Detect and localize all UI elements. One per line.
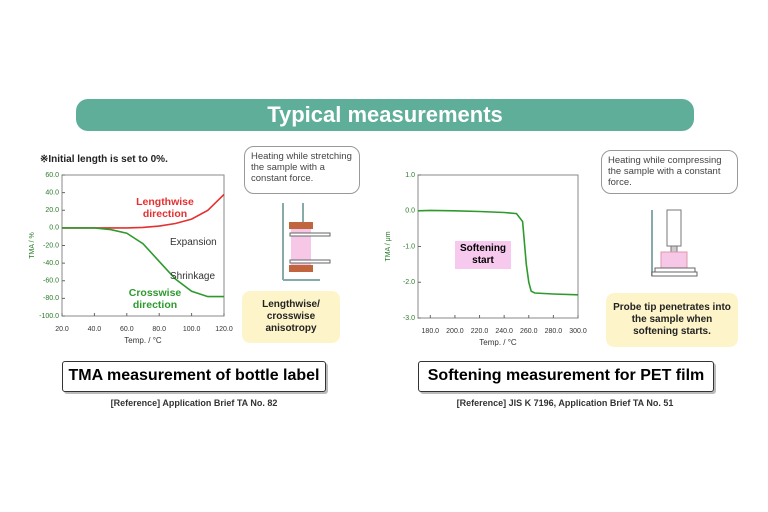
y-tick-label: -60.0 (43, 278, 59, 285)
x-tick-label: 20.0 (55, 326, 69, 333)
x-tick-label: 100.0 (183, 326, 201, 333)
series-line (417, 209, 579, 296)
y-tick-label: -3.0 (403, 315, 415, 322)
annotation: Expansion (170, 237, 217, 248)
x-tick-label: 120.0 (215, 326, 233, 333)
annotation: Softening start (455, 241, 511, 269)
y-tick-label: 1.0 (405, 172, 415, 179)
x-tick-label: 200.0 (446, 328, 464, 335)
banner: Softening measurement for PET film (418, 361, 714, 392)
reference: [Reference] Application Brief TA No. 82 (110, 398, 278, 408)
x-tick-label: 180.0 (422, 328, 440, 335)
callout: Heating while compressing the sample wit… (601, 150, 738, 194)
x-tick-label: 300.0 (569, 328, 587, 335)
x-tick-label: 80.0 (152, 326, 166, 333)
banner: TMA measurement of bottle label (62, 361, 326, 392)
series-label: Crosswise direction (128, 287, 182, 311)
series-line (62, 227, 224, 298)
highlight-box: Lengthwise/ crosswise anisotropy (242, 291, 340, 343)
y-tick-label: -1.0 (403, 243, 415, 250)
tension-fixture (282, 203, 331, 281)
callout: Heating while stretching the sample with… (244, 146, 360, 194)
note: ※Initial length is set to 0%. (40, 154, 168, 165)
y-tick-label: -20.0 (43, 242, 59, 249)
y-tick-label: 0.0 (405, 208, 415, 215)
y-tick-label: -80.0 (43, 295, 59, 302)
x-tick-label: 220.0 (471, 328, 489, 335)
y-tick-label: 0.0 (49, 225, 59, 232)
y-tick-label: 40.0 (45, 189, 59, 196)
series-label: Lengthwise direction (136, 196, 194, 220)
slide-title: Typical measurements (76, 99, 694, 131)
compression-fixture (651, 209, 698, 277)
x-axis-label: Temp. / °C (479, 338, 517, 347)
y-tick-label: 60.0 (45, 172, 59, 179)
y-tick-label: -100.0 (39, 313, 59, 320)
x-tick-label: 260.0 (520, 328, 538, 335)
highlight-box: Probe tip penetrates into the sample whe… (606, 293, 738, 347)
y-tick-label: -40.0 (43, 260, 59, 267)
y-tick-label: -2.0 (403, 279, 415, 286)
x-axis-label: Temp. / °C (124, 336, 162, 345)
x-tick-label: 280.0 (545, 328, 563, 335)
x-tick-label: 240.0 (495, 328, 513, 335)
x-tick-label: 40.0 (88, 326, 102, 333)
y-tick-label: 20.0 (45, 207, 59, 214)
x-tick-label: 60.0 (120, 326, 134, 333)
y-axis-label: TMA / μm (385, 231, 392, 261)
annotation: Shrinkage (170, 271, 216, 282)
y-axis-label: TMA / % (29, 232, 36, 258)
reference: [Reference] JIS K 7196, Application Brie… (456, 398, 674, 408)
